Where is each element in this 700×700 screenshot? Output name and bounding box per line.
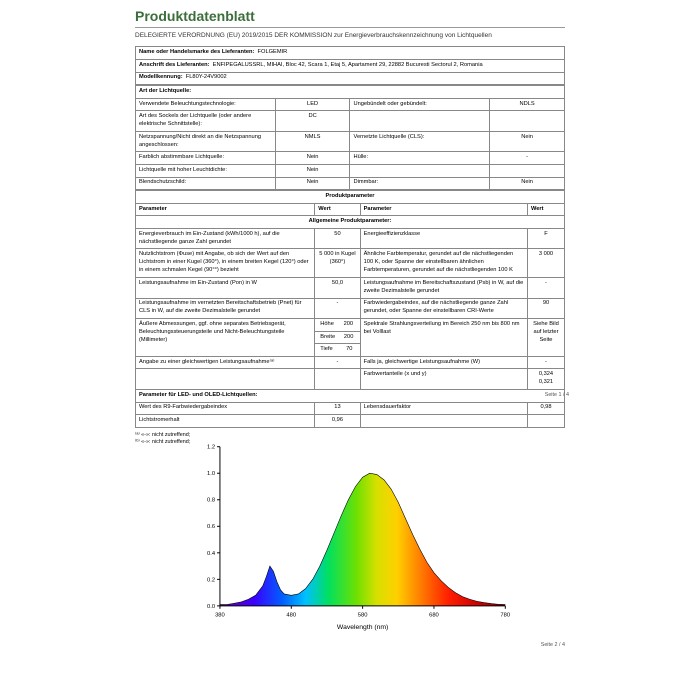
dims-label: Äußere Abmessungen, ggf. ohne separates … xyxy=(136,319,315,357)
table-cell: 0,324 0,321 xyxy=(527,369,564,390)
svg-text:580: 580 xyxy=(358,612,368,618)
table-cell: Spektrale Strahlungsverteilung im Bereic… xyxy=(360,319,527,357)
table-cell: Netzspannung/Nicht direkt an die Netzspa… xyxy=(136,131,276,152)
table-cell: - xyxy=(490,152,565,165)
table-cell: Falls ja, gleichwertige Leistungsaufnahm… xyxy=(360,356,527,369)
table-cell: Nein xyxy=(490,177,565,190)
model-id: FL80Y-24V9002 xyxy=(186,74,227,80)
table-cell xyxy=(527,415,564,428)
regulation-subtitle: DELEGIERTE VERORDNUNG (EU) 2019/2015 DER… xyxy=(135,32,565,40)
art-table: Art der Lichtquelle: Verwendete Beleucht… xyxy=(135,85,565,190)
table-cell xyxy=(360,415,527,428)
table-cell: 0,98 xyxy=(527,402,564,415)
table-cell: 50 xyxy=(315,228,360,249)
svg-text:Wavelength (nm): Wavelength (nm) xyxy=(337,624,388,631)
art-header: Art der Lichtquelle: xyxy=(136,86,565,99)
table-cell: DC xyxy=(275,111,350,132)
table-cell: Lichtquelle mit hoher Leuchtdichte: xyxy=(136,165,276,178)
table-cell: NMLS xyxy=(275,131,350,152)
table-cell: Blendschutzschild: xyxy=(136,177,276,190)
table-cell: Farbwertanteile (x und y) xyxy=(360,369,527,390)
table-cell: Lebensdauerfaktor xyxy=(360,402,527,415)
table-cell xyxy=(315,369,360,390)
table-cell: Dimmbar: xyxy=(350,177,490,190)
supplier-addr: ENFIPEGALUSSRL, MIHAI, Bloc 42, Scara 1,… xyxy=(213,62,483,68)
table-cell: Verwendete Beleuchtungstechnologie: xyxy=(136,98,276,111)
model-label: Modellkennung: xyxy=(139,74,183,80)
table-cell: 13 xyxy=(315,402,360,415)
table-cell: 5 000 in Kugel (360°) xyxy=(315,249,360,278)
svg-text:480: 480 xyxy=(286,612,296,618)
supplier-name-label: Name oder Handelsmarke des Lieferanten: xyxy=(139,49,254,55)
svg-text:0.0: 0.0 xyxy=(207,604,215,610)
table-cell: Ähnliche Farbtemperatur, gerundet auf di… xyxy=(360,249,527,278)
param-header: Produktparameter xyxy=(136,191,565,204)
table-cell: Energieverbrauch im Ein-Zustand (kWh/100… xyxy=(136,228,315,249)
table-cell: Ungebündelt oder gebündelt: xyxy=(350,98,490,111)
col-header: Parameter xyxy=(136,203,315,216)
table-cell: 0,96 xyxy=(315,415,360,428)
table-cell: 50,0 xyxy=(315,278,360,299)
table-cell: Leistungsaufnahme im vernetzten Bereitsc… xyxy=(136,298,315,319)
table-cell: Leistungsaufnahme im Ein-Zustand (Pon) i… xyxy=(136,278,315,299)
table-cell: Vernetzte Lichtquelle (CLS): xyxy=(350,131,490,152)
spectrum-chart: 0.0 0.2 0.4 0.6 0.8 1.0 1.2 380 480 580 680 780 Wave… xyxy=(185,436,515,636)
table-cell: F xyxy=(527,228,564,249)
table-cell: - xyxy=(315,298,360,319)
table-cell xyxy=(490,165,565,178)
svg-text:0.8: 0.8 xyxy=(207,497,215,503)
col-header: Wert xyxy=(315,203,360,216)
table-cell: Farblich abstimmbare Lichtquelle: xyxy=(136,152,276,165)
svg-text:0.2: 0.2 xyxy=(207,577,215,583)
table-cell: - xyxy=(315,356,360,369)
table-cell: Nein xyxy=(275,177,350,190)
table-cell xyxy=(490,111,565,132)
header-table: Name oder Handelsmarke des Lieferanten: … xyxy=(135,46,565,85)
table-cell: Tiefe70 xyxy=(315,344,360,357)
page-number-2: Seite 2 / 4 xyxy=(135,642,565,648)
col-header: Parameter xyxy=(360,203,527,216)
table-cell: 90 xyxy=(527,298,564,319)
svg-text:680: 680 xyxy=(429,612,439,618)
table-cell: 3 000 xyxy=(527,249,564,278)
table-cell: Hülle: xyxy=(350,152,490,165)
table-cell: Lichtstromerhalt xyxy=(136,415,315,428)
table-cell: Nein xyxy=(490,131,565,152)
table-cell: Leistungsaufnahme im Bereitschaftszustan… xyxy=(360,278,527,299)
svg-text:380: 380 xyxy=(215,612,225,618)
table-cell: Energieeffizienzklasse xyxy=(360,228,527,249)
table-cell: Siehe Bild auf letzter Seite xyxy=(527,319,564,357)
table-cell: Nein xyxy=(275,165,350,178)
table-cell xyxy=(136,369,315,390)
supplier-name: FOLGEMIR xyxy=(258,49,288,55)
table-cell: Art des Sockels der Lichtquelle (oder an… xyxy=(136,111,276,132)
table-cell: Nein xyxy=(275,152,350,165)
svg-text:780: 780 xyxy=(500,612,510,618)
table-cell: Wert des R9-Farbwiedergabeindex xyxy=(136,402,315,415)
table-cell: Nutzlichtstrom (Φuse) mit Angabe, ob sic… xyxy=(136,249,315,278)
table-cell: NDLS xyxy=(490,98,565,111)
table-cell: Breite200 xyxy=(315,331,360,344)
page-title: Produktdatenblatt xyxy=(135,8,565,28)
col-header: Wert xyxy=(527,203,564,216)
svg-text:1.2: 1.2 xyxy=(207,444,215,450)
page-number-1: Seite 1 / 4 xyxy=(139,392,569,398)
table-cell xyxy=(350,111,490,132)
table-cell: Angabe zu einer gleichwertigen Leistungs… xyxy=(136,356,315,369)
table-cell: - xyxy=(527,356,564,369)
table-cell: Farbwiedergabeindex, auf die nächstliege… xyxy=(360,298,527,319)
svg-text:0.6: 0.6 xyxy=(207,524,215,530)
svg-text:0.4: 0.4 xyxy=(207,551,216,557)
table-cell: - xyxy=(527,278,564,299)
svg-text:1.0: 1.0 xyxy=(207,471,215,477)
table-cell xyxy=(350,165,490,178)
datasheet: Produktdatenblatt DELEGIERTE VERORDNUNG … xyxy=(135,8,565,398)
supplier-addr-label: Anschrift des Lieferanten: xyxy=(139,62,209,68)
general-header: Allgemeine Produktparameter: xyxy=(136,216,565,229)
table-cell: LED xyxy=(275,98,350,111)
table-cell: Höhe200 xyxy=(315,319,360,332)
